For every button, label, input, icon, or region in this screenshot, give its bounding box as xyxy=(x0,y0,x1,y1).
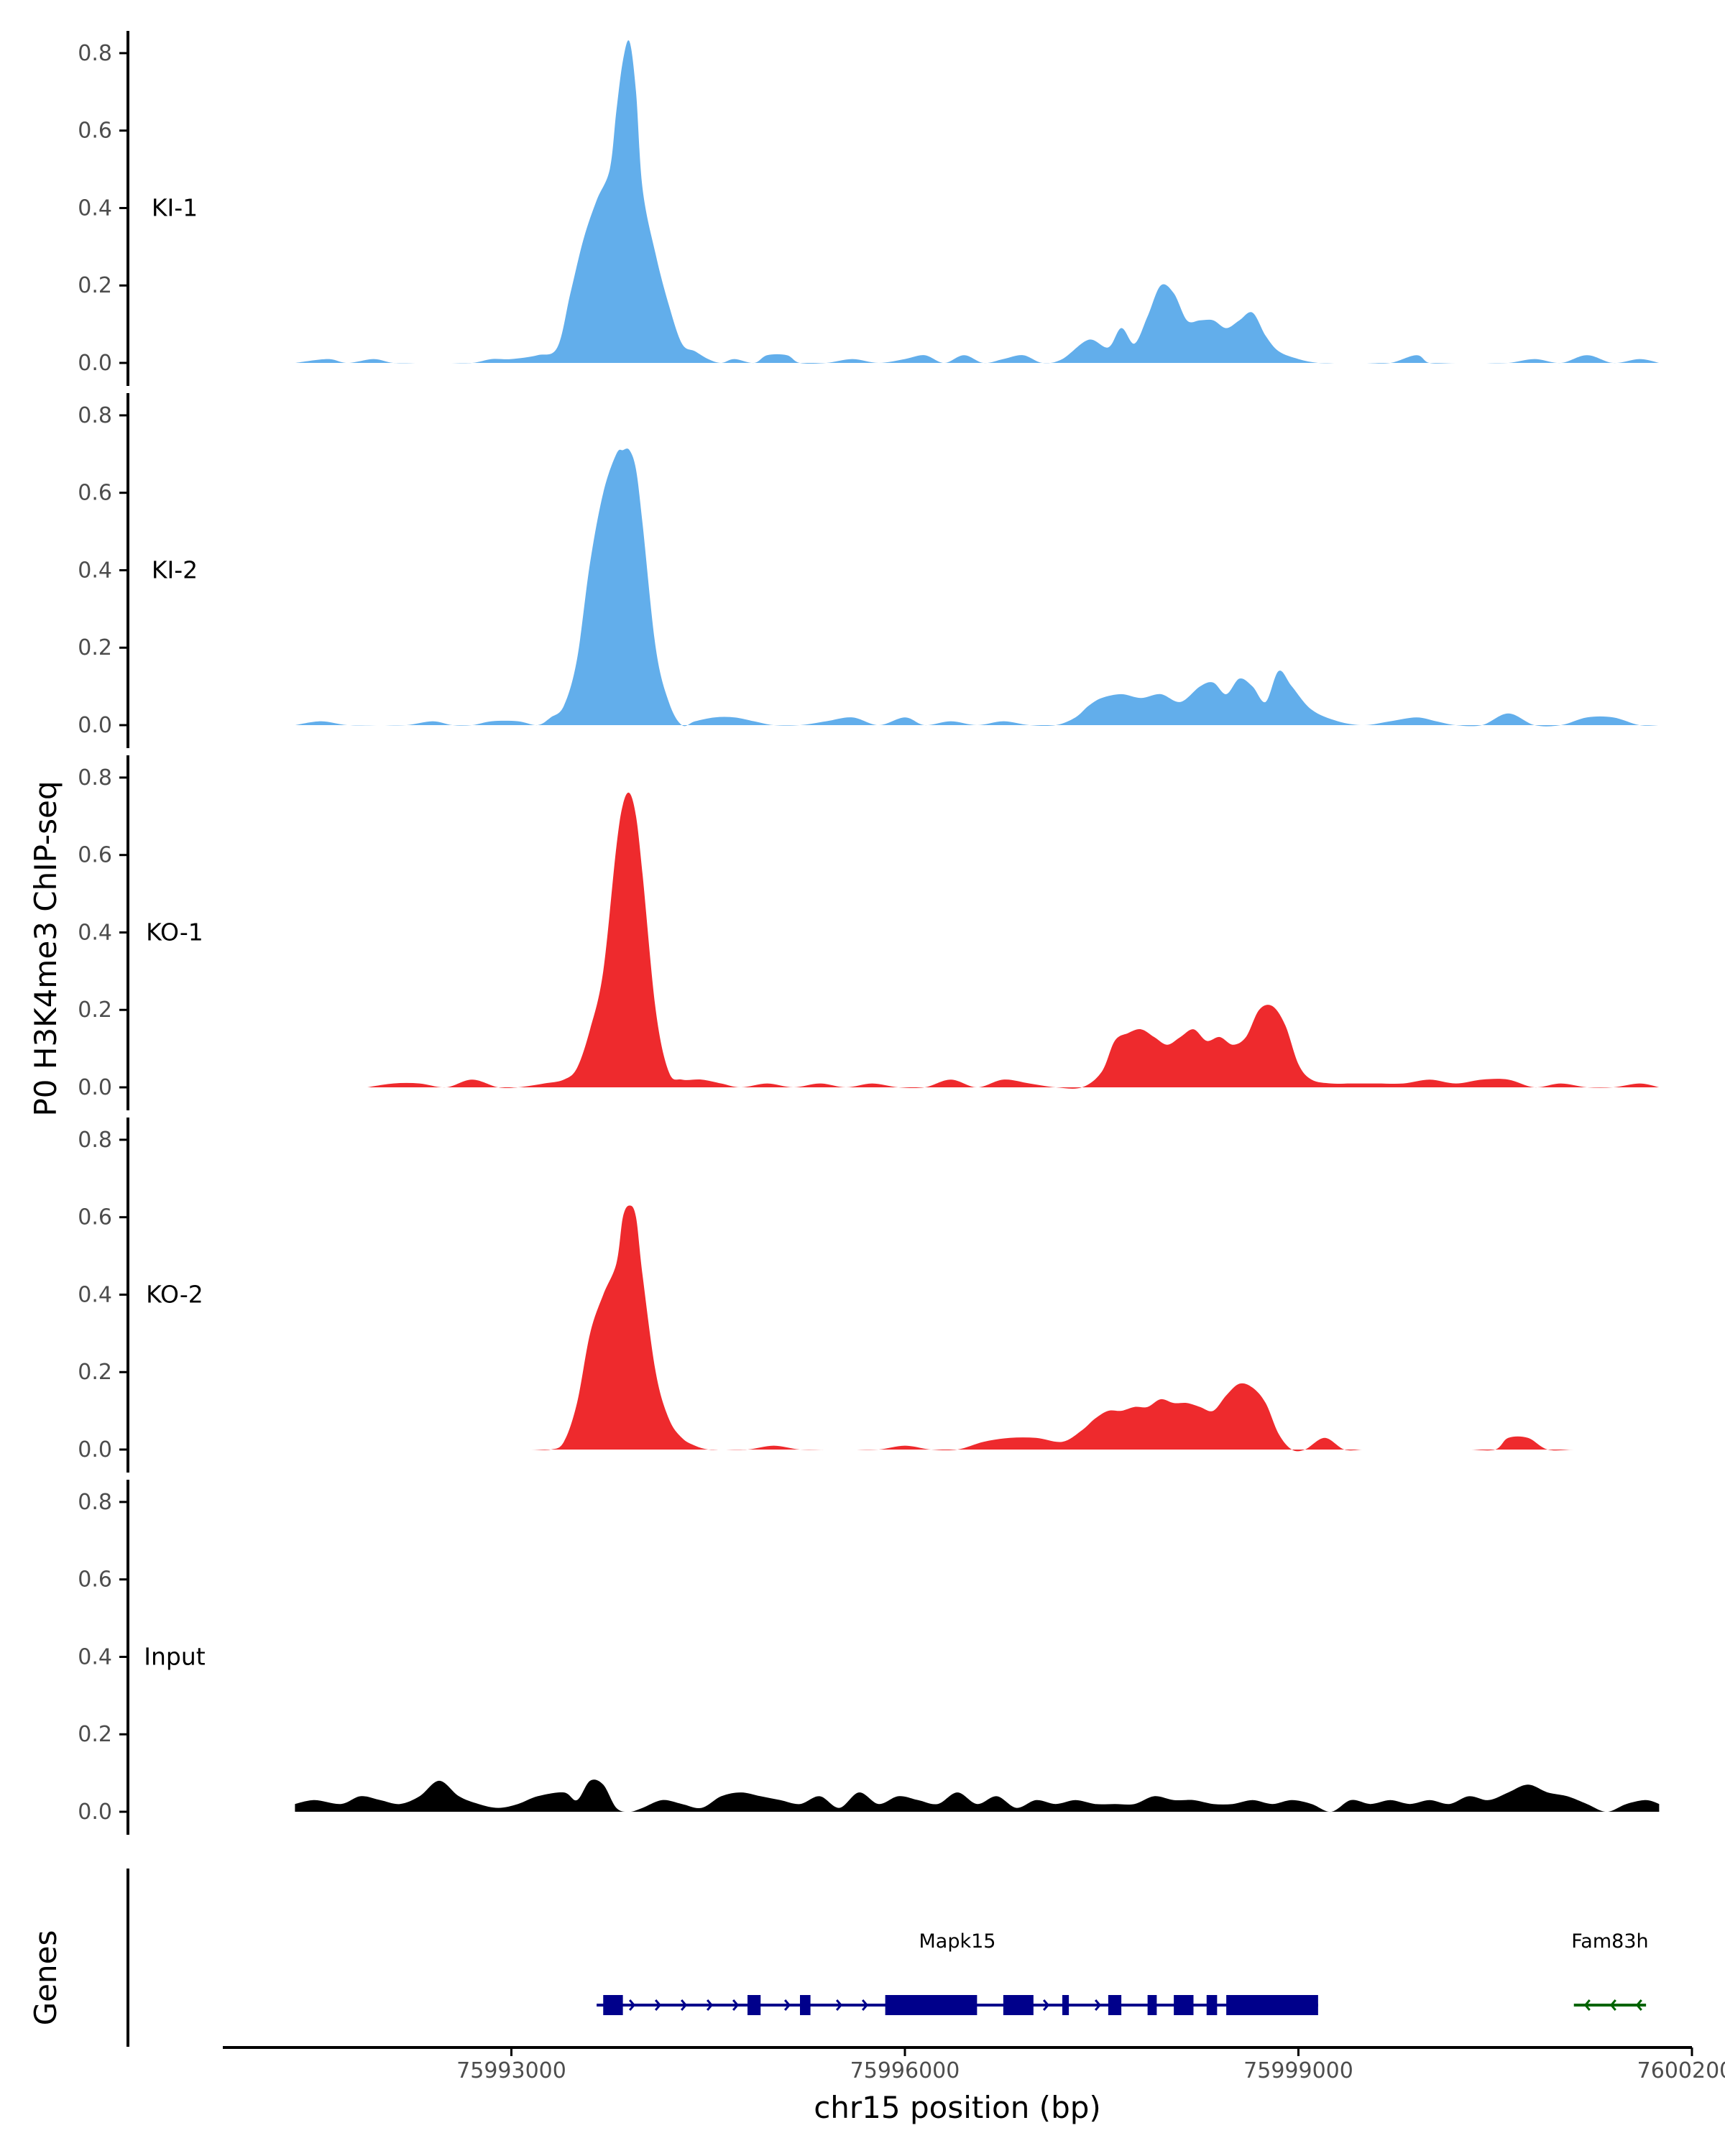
y-tick-label: 0.4 xyxy=(78,1644,112,1669)
track-label: KI-1 xyxy=(152,193,198,221)
track-ko-2: 0.0 0.2 0.4 0.6 0.8 KO-2 xyxy=(78,1118,1660,1473)
y-tick-label: 0.6 xyxy=(78,119,112,144)
track-label: KO-2 xyxy=(146,1280,203,1308)
x-tick-label: 75993000 xyxy=(456,2058,566,2083)
track-ki-2: 0.0 0.2 0.4 0.6 0.8 KI-2 xyxy=(78,393,1660,748)
track-ko-1: 0.0 0.2 0.4 0.6 0.8 KO-1 xyxy=(78,755,1660,1110)
y-tick-label: 0.0 xyxy=(78,351,112,376)
coverage-area xyxy=(295,448,1660,727)
exon xyxy=(885,1995,978,2015)
x-tick-label: 76002000 xyxy=(1637,2058,1725,2083)
exon xyxy=(1062,1995,1070,2015)
y-tick-label: 0.8 xyxy=(78,403,112,428)
y-tick-label: 0.4 xyxy=(78,920,112,945)
track-label: KI-2 xyxy=(152,556,198,584)
y-tick-label: 0.0 xyxy=(78,1437,112,1462)
y-tick-label: 0.2 xyxy=(78,273,112,298)
coverage-area xyxy=(295,1779,1660,1812)
exon xyxy=(1108,1995,1122,2015)
gene-name: Fam83h xyxy=(1571,1930,1648,1953)
y-tick-label: 0.4 xyxy=(78,195,112,221)
strand-arrow xyxy=(1609,1999,1616,2011)
strand-arrow xyxy=(732,1999,740,2011)
y-tick-label: 0.6 xyxy=(78,481,112,506)
gene-name: Mapk15 xyxy=(919,1930,996,1953)
strand-arrow xyxy=(654,1999,662,2011)
exon xyxy=(1147,1995,1157,2015)
strand-arrow xyxy=(783,1999,791,2011)
track-label: KO-1 xyxy=(146,918,203,946)
exon xyxy=(1206,1995,1218,2015)
y-tick-label: 0.2 xyxy=(78,1722,112,1747)
y-tick-label: 0.0 xyxy=(78,713,112,738)
strand-arrow xyxy=(1042,1999,1050,2011)
y-axis-title: P0 H3K4me3 ChIP-seq xyxy=(28,780,63,1116)
strand-arrow xyxy=(706,1999,714,2011)
y-tick-label: 0.6 xyxy=(78,1567,112,1593)
y-tick-label: 0.6 xyxy=(78,1205,112,1230)
exon xyxy=(748,1995,761,2015)
y-tick-label: 0.4 xyxy=(78,1282,112,1307)
y-tick-label: 0.8 xyxy=(78,1128,112,1153)
y-tick-label: 0.2 xyxy=(78,635,112,660)
exon xyxy=(1174,1995,1194,2015)
y-tick-label: 0.2 xyxy=(78,998,112,1023)
y-tick-label: 0.8 xyxy=(78,41,112,66)
strand-arrow xyxy=(835,1999,843,2011)
strand-arrow xyxy=(1583,1999,1591,2011)
track-input: 0.0 0.2 0.4 0.6 0.8 Input xyxy=(78,1480,1660,1835)
x-axis: 75993000 75996000 75999000 76002000 chr15 p… xyxy=(223,2046,1725,2125)
coverage-tracks: 0.00.20.40.60.8KI-10.00.20.40.60.8KI-20.… xyxy=(78,31,1660,1835)
track-label: Input xyxy=(144,1642,206,1670)
strand-arrow xyxy=(680,1999,688,2011)
y-tick-label: 0.8 xyxy=(78,1490,112,1515)
y-tick-label: 0.6 xyxy=(78,843,112,868)
exon xyxy=(1226,1995,1318,2015)
genes-panel: Genes Mapk15 Fam83h xyxy=(28,1869,1649,2047)
coverage-area xyxy=(367,792,1660,1089)
y-tick-label: 0.0 xyxy=(78,1800,112,1825)
gene-fam83h: Fam83h xyxy=(1571,1930,1649,2011)
strand-arrow xyxy=(861,1999,869,2011)
y-tick-label: 0.4 xyxy=(78,558,112,583)
coverage-area xyxy=(295,1205,1660,1452)
strand-arrow xyxy=(1094,1999,1102,2011)
x-tick-label: 75996000 xyxy=(850,2058,960,2083)
gene-mapk15: Mapk15 xyxy=(597,1930,1318,2015)
x-axis-title: chr15 position (bp) xyxy=(814,2090,1101,2125)
coverage-area xyxy=(295,40,1660,364)
exon xyxy=(1003,1995,1034,2015)
exon xyxy=(800,1995,811,2015)
exon xyxy=(603,1995,623,2015)
strand-arrow xyxy=(1635,1999,1642,2011)
y-tick-label: 0.8 xyxy=(78,765,112,791)
x-ticks: 75993000 75996000 75999000 76002000 xyxy=(456,2047,1725,2083)
y-tick-label: 0.2 xyxy=(78,1360,112,1385)
x-tick-label: 75999000 xyxy=(1243,2058,1353,2083)
strand-arrow xyxy=(628,1999,636,2011)
gene-models: Mapk15 Fam83h xyxy=(597,1930,1649,2015)
track-ki-1: 0.0 0.2 0.4 0.6 0.8 KI-1 xyxy=(78,31,1660,386)
y-tick-label: 0.0 xyxy=(78,1075,112,1100)
genes-axis-title: Genes xyxy=(28,1930,63,2026)
